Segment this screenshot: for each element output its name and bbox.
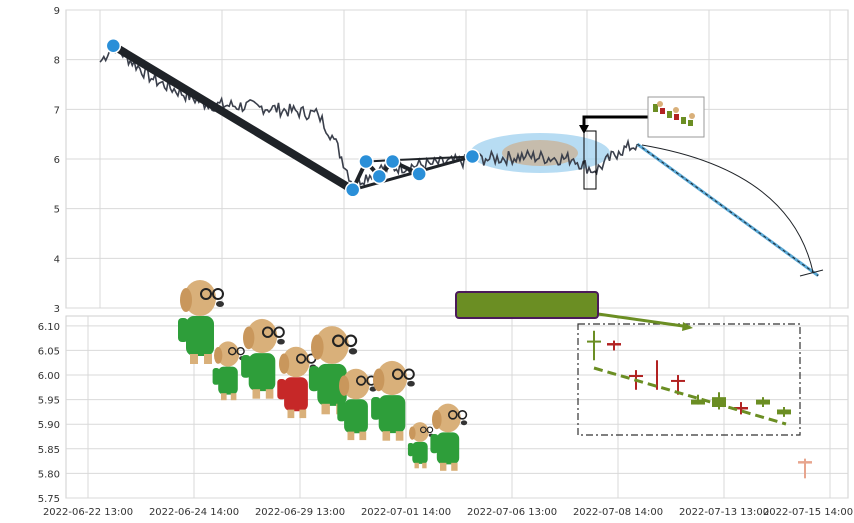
pattern-marker bbox=[411, 166, 427, 182]
bottom-y-tick: 5.90 bbox=[38, 420, 60, 431]
pattern-marker bbox=[358, 153, 374, 170]
bottom-y-tick: 5.85 bbox=[38, 445, 60, 456]
down-trend-dashed bbox=[593, 366, 787, 426]
candle-body bbox=[756, 399, 770, 405]
down-trend-line bbox=[111, 42, 355, 194]
bottom-y-tick: 6.10 bbox=[38, 322, 60, 333]
candle-body bbox=[712, 397, 726, 407]
pattern-marker bbox=[464, 148, 481, 165]
x-tick-label: 2022-07-06 13:00 bbox=[467, 507, 557, 518]
top-y-tick: 4 bbox=[54, 254, 60, 265]
projection-line-dashes bbox=[637, 143, 819, 277]
bottom-y-tick: 6.00 bbox=[38, 371, 60, 382]
x-tick-label: 2022-06-24 14:00 bbox=[149, 507, 239, 518]
dog-mascot-icon bbox=[337, 368, 377, 441]
projection-arc bbox=[641, 144, 814, 273]
pattern-marker bbox=[384, 153, 401, 170]
bottom-y-tick: 6.05 bbox=[38, 346, 60, 357]
x-tick-label: 2022-06-22 13:00 bbox=[43, 507, 133, 518]
x-tick-label: 2022-07-15 14:00 bbox=[763, 507, 853, 518]
upper-channel-line bbox=[365, 155, 473, 163]
bottom-y-tick: 5.80 bbox=[38, 469, 60, 480]
dog-mascot-icon bbox=[308, 326, 358, 415]
projection-end-marker bbox=[799, 269, 824, 277]
dog-mascot-icon bbox=[178, 280, 224, 364]
dog-mascot-icon bbox=[277, 346, 317, 419]
dog-mascots bbox=[178, 280, 468, 471]
grid bbox=[65, 9, 849, 499]
candle-body bbox=[798, 461, 812, 464]
x-tick-label: 2022-07-13 13:00 bbox=[679, 507, 769, 518]
candle-body bbox=[587, 340, 601, 343]
pattern-markers bbox=[105, 38, 481, 198]
candle-body bbox=[607, 343, 621, 346]
annotation-arrow bbox=[597, 312, 691, 329]
pattern-marker bbox=[105, 38, 122, 54]
top-y-tick: 3 bbox=[54, 304, 60, 315]
projection-line bbox=[636, 142, 820, 277]
candle-body bbox=[629, 375, 643, 378]
candle-body bbox=[691, 399, 705, 405]
candle-body bbox=[656, 365, 658, 376]
dog-mascot-icon bbox=[407, 422, 434, 469]
annotation-arrow-head bbox=[682, 322, 693, 331]
bottom-y-axis: 5.75 5.80 5.85 5.90 5.95 6.00 6.05 6.10 bbox=[38, 322, 60, 505]
pattern-marker bbox=[344, 182, 361, 198]
top-y-tick: 7 bbox=[54, 105, 60, 116]
highlight-box bbox=[583, 130, 597, 190]
top-y-tick: 5 bbox=[54, 205, 60, 216]
x-tick-label: 2022-07-08 14:00 bbox=[573, 507, 663, 518]
bottom-y-tick: 5.75 bbox=[38, 494, 60, 505]
dog-mascot-icon bbox=[212, 341, 245, 401]
candle-body bbox=[777, 409, 791, 415]
bottom-y-tick: 5.95 bbox=[38, 396, 60, 407]
candle-body bbox=[734, 407, 748, 410]
top-y-tick: 8 bbox=[54, 56, 60, 67]
x-tick-label: 2022-07-01 14:00 bbox=[361, 507, 451, 518]
price-line bbox=[99, 40, 639, 188]
dog-mascot-icon bbox=[430, 403, 468, 471]
candle-body bbox=[671, 379, 685, 382]
candles-frame bbox=[577, 323, 801, 436]
top-y-tick: 6 bbox=[54, 155, 60, 166]
dog-mascot-icon bbox=[241, 318, 285, 399]
annotation-label bbox=[455, 291, 599, 319]
callout-thumbnail-candles-icon bbox=[653, 101, 695, 126]
trend-lines bbox=[111, 42, 473, 194]
dog-mascot-icon bbox=[371, 360, 415, 441]
top-y-axis: 3 4 5 6 7 8 9 bbox=[54, 6, 60, 315]
callout-arrow bbox=[582, 115, 648, 131]
x-tick-label: 2022-06-29 13:00 bbox=[255, 507, 345, 518]
pattern-marker bbox=[371, 168, 388, 185]
x-axis: 2022-06-22 13:00 2022-06-24 14:00 2022-06-… bbox=[43, 507, 853, 518]
candlesticks bbox=[587, 330, 812, 479]
callout-arrow-head bbox=[579, 125, 589, 134]
top-y-tick: 9 bbox=[54, 6, 60, 17]
